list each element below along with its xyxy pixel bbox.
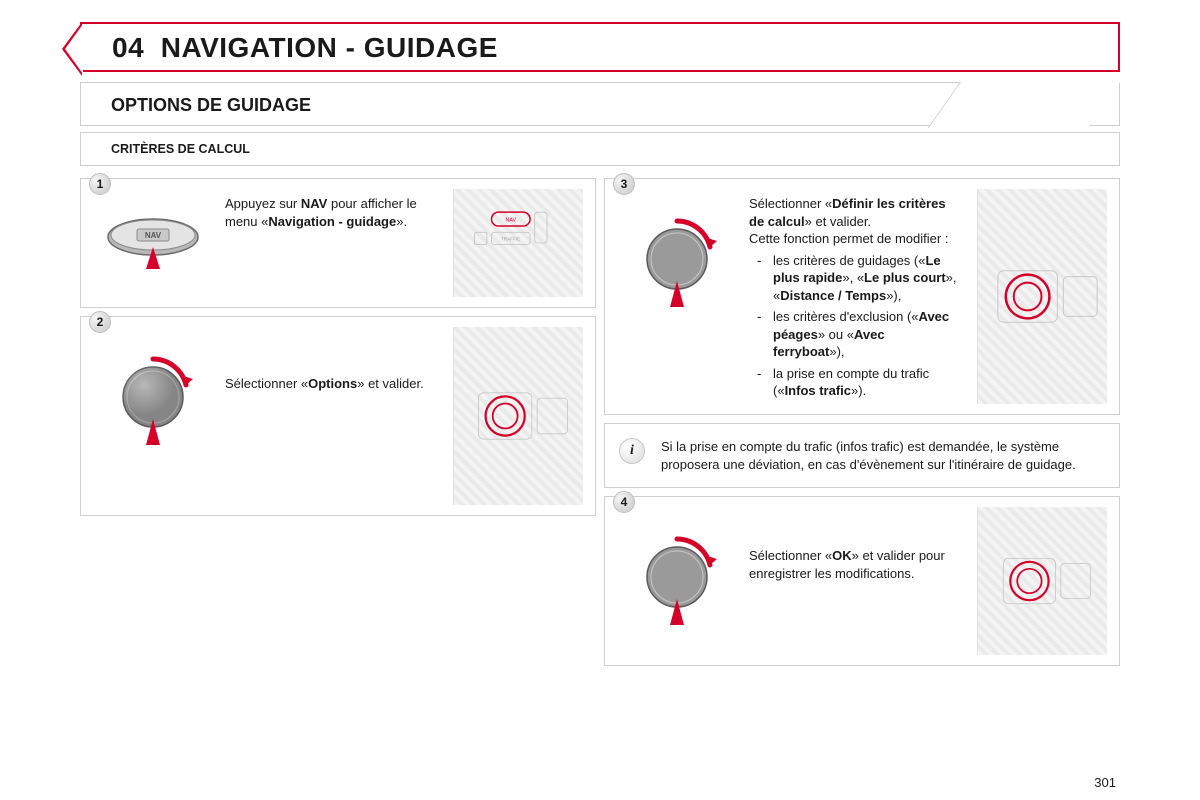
- steps-columns: 1 NAV Appuyez sur NAV pour afficher le m…: [80, 178, 1120, 666]
- step-2: 2 Sélectionner «Options» et valider.: [80, 316, 596, 516]
- console-thumbnail: [977, 189, 1107, 404]
- step-3: 3 Sélectionner «Définir les critères de …: [604, 178, 1120, 415]
- list-item: les critères de guidages («Le plus rapid…: [749, 252, 959, 305]
- page-title: 04 NAVIGATION - GUIDAGE: [82, 24, 1118, 64]
- svg-text:NAV: NAV: [505, 217, 516, 223]
- console-thumbnail: [453, 327, 583, 505]
- right-column: 3 Sélectionner «Définir les critères de …: [604, 178, 1120, 666]
- info-icon: i: [619, 438, 645, 464]
- criteria-list: les critères de guidages («Le plus rapid…: [749, 252, 959, 400]
- step-4-text: Sélectionner «OK» et valider pour enregi…: [749, 507, 965, 582]
- step-4: 4 Sélectionner «OK» et valider pour enre…: [604, 496, 1120, 666]
- nav-label: NAV: [145, 231, 162, 240]
- manual-page: 04 NAVIGATION - GUIDAGE OPTIONS DE GUIDA…: [80, 22, 1120, 770]
- rotary-dial-icon: [93, 327, 213, 457]
- rotary-dial-icon: [617, 507, 737, 637]
- list-item: la prise en compte du trafic («Infos tra…: [749, 365, 959, 400]
- step-number-badge: 4: [613, 491, 635, 513]
- step-number-badge: 1: [89, 173, 111, 195]
- section-header: OPTIONS DE GUIDAGE: [80, 82, 1120, 126]
- svg-text:TRAFFIC: TRAFFIC: [501, 237, 521, 242]
- info-text: Si la prise en compte du trafic (infos t…: [661, 438, 1101, 473]
- step-2-text: Sélectionner «Options» et valider.: [225, 327, 441, 393]
- console-thumbnail: NAV TRAFFIC: [453, 189, 583, 297]
- title-banner: 04 NAVIGATION - GUIDAGE: [80, 22, 1120, 72]
- step-number-badge: 3: [613, 173, 635, 195]
- title-text: NAVIGATION - GUIDAGE: [161, 32, 498, 63]
- page-number: 301: [1094, 775, 1116, 790]
- title-number: 04: [112, 32, 144, 63]
- rotary-dial-icon: [617, 189, 737, 319]
- step-3-text: Sélectionner «Définir les critères de ca…: [749, 189, 965, 404]
- list-item: les critères d'exclusion («Avec péages» …: [749, 308, 959, 361]
- step-1: 1 NAV Appuyez sur NAV pour afficher le m…: [80, 178, 596, 308]
- console-thumbnail: [977, 507, 1107, 655]
- step-1-text: Appuyez sur NAV pour afficher le menu «N…: [225, 189, 441, 230]
- left-column: 1 NAV Appuyez sur NAV pour afficher le m…: [80, 178, 596, 666]
- sub-heading: CRITÈRES DE CALCUL: [80, 132, 1120, 166]
- info-callout: i Si la prise en compte du trafic (infos…: [604, 423, 1120, 488]
- step-number-badge: 2: [89, 311, 111, 333]
- nav-button-icon: NAV: [93, 189, 213, 279]
